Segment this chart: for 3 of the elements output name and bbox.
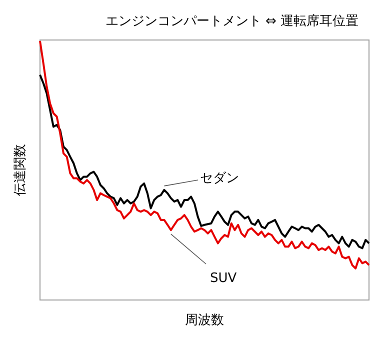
ylabel: 伝達関数 (13, 144, 28, 196)
xlabel: 周波数 (185, 313, 224, 328)
title: エンジンコンパートメント ⇔ 運転席耳位置 (105, 14, 359, 29)
